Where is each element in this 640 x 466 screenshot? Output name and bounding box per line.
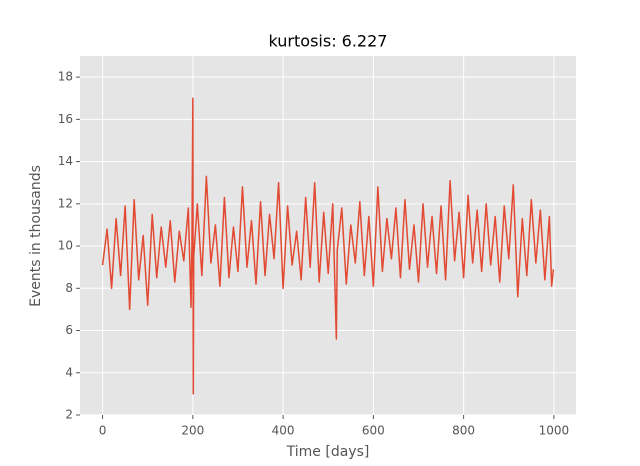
y-tick-label: 16 <box>58 112 73 126</box>
y-tick-label: 12 <box>58 196 73 210</box>
chart-title: kurtosis: 6.227 <box>269 32 388 51</box>
y-tick-label: 8 <box>65 281 73 295</box>
x-tick-label: 400 <box>272 424 295 438</box>
y-tick-label: 6 <box>65 323 73 337</box>
y-tick-label: 18 <box>58 70 73 84</box>
y-tick-label: 4 <box>65 365 73 379</box>
x-tick-label: 200 <box>181 424 204 438</box>
x-tick-label: 1000 <box>539 424 570 438</box>
x-axis-label: Time [days] <box>286 444 370 460</box>
y-axis-label: Events in thousands <box>28 165 44 307</box>
y-tick-label: 2 <box>65 408 73 422</box>
y-tick-label: 10 <box>58 239 73 253</box>
x-tick-label: 0 <box>99 424 107 438</box>
y-tick-label: 14 <box>58 154 73 168</box>
data-line <box>101 97 555 395</box>
x-tick-label: 800 <box>452 424 475 438</box>
x-tick-label: 600 <box>362 424 385 438</box>
